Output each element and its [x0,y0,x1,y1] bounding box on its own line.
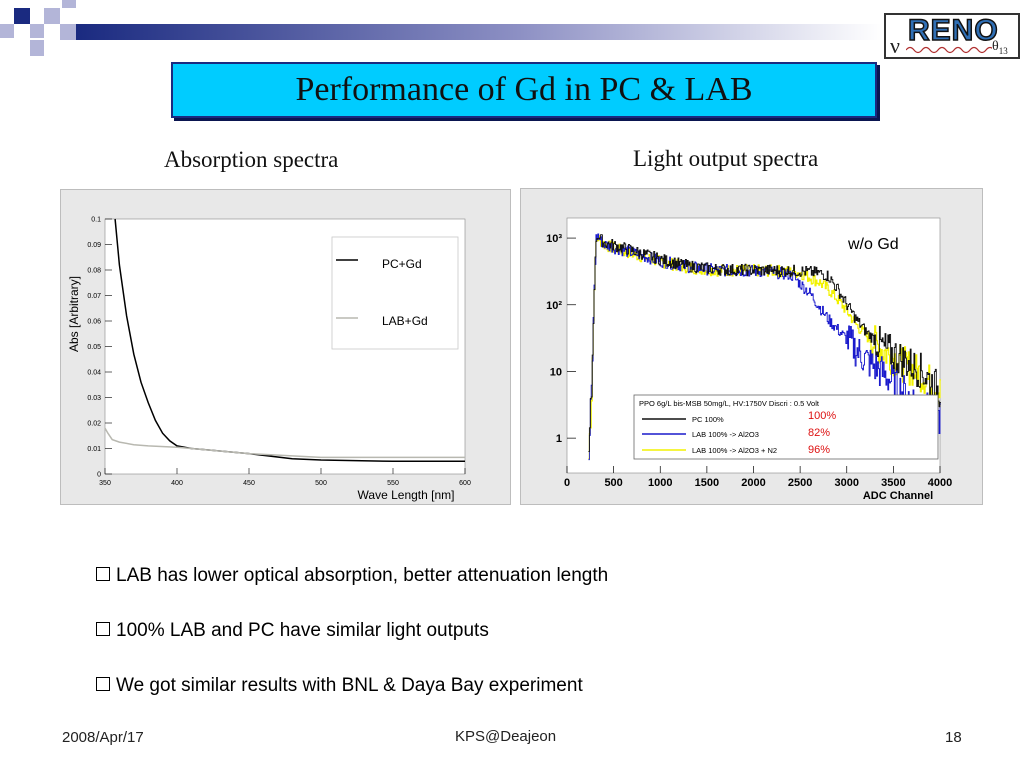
legend-percent-lab-al2o3-n2: 96% [808,444,830,456]
x-tick-label: 2500 [788,477,812,489]
corner-square [62,0,76,8]
y-tick-label: 0.05 [87,344,101,351]
bullet-item: LAB has lower optical absorption, better… [96,565,608,587]
x-tick-label: 500 [315,480,327,487]
logo-text: RENO [907,13,999,48]
x-tick-label: 1500 [695,477,719,489]
footer-center: KPS@Deajeon [455,728,557,745]
legend-label-lab-al2o3-n2: LAB 100% -> Al2O3 + N2 [692,446,777,455]
legend-title: PPO 6g/L bis-MSB 50mg/L, HV:1750V Discri… [639,399,820,408]
hist-pc [588,234,941,453]
legend: PC+Gd LAB+Gd [331,236,459,350]
y-tick-label: 0 [97,472,101,479]
checkbox-icon [96,677,110,691]
x-axis-label: ADC Channel [863,490,933,502]
corner-square [44,8,60,24]
y-tick-label: 0.1 [91,217,101,224]
x-tick-label: 4000 [928,477,952,489]
y-tick-label: 0.06 [87,319,101,326]
y-tick-label: 10² [546,300,562,312]
legend-label-pc: PC 100% [692,415,724,424]
y-tick-label: 0.09 [87,242,101,249]
header-gradient-bar [76,24,882,40]
footer-date: 2008/Apr/17 [62,729,144,746]
y-axis-label: Abs [Arbitrary] [67,276,81,352]
corner-decoration [0,0,76,56]
corner-square [60,24,76,40]
left-subtitle: Absorption spectra [164,147,339,172]
y-tick-label: 1 [556,433,562,445]
annotation-wo-gd: w/o Gd [847,236,899,253]
logo-nu: ν [890,33,900,58]
y-tick-label: 10 [550,366,562,378]
slide-title: Performance of Gd in PC & LAB [295,71,753,108]
x-tick-label: 550 [387,480,399,487]
legend-percent-pc: 100% [808,410,836,422]
legend-percent-lab-al2o3: 82% [808,427,830,439]
series-line-pc [114,218,465,463]
y-tick-label: 0.02 [87,421,101,428]
legend-label-pc: PC+Gd [382,257,422,271]
light-output-chart: 0 500 1000 1500 2000 2500 3000 3500 4000 1 10 10² 10… [520,188,983,505]
checkbox-icon [96,567,110,581]
legend-label-lab: LAB+Gd [382,314,428,328]
bullet-item: 100% LAB and PC have similar light outpu… [96,620,489,642]
x-tick-label: 500 [604,477,622,489]
corner-square [14,8,30,24]
corner-square [30,40,44,56]
corner-square [0,24,14,38]
x-tick-label: 3000 [835,477,859,489]
x-tick-label: 400 [171,480,183,487]
logo-wave-icon [906,46,992,54]
series-line-lab [104,427,465,459]
x-tick-label: 3500 [881,477,905,489]
x-tick-label: 600 [459,480,471,487]
legend-label-lab-al2o3: LAB 100% -> Al2O3 [692,430,759,439]
x-tick-label: 450 [243,480,255,487]
y-tick-label: 0.01 [87,446,101,453]
absorption-chart: 350 400 450 500 550 600 0 0.01 0.02 0.03 0.04 0.05 0… [60,189,511,505]
legend: PPO 6g/L bis-MSB 50mg/L, HV:1750V Discri… [633,394,939,460]
y-tick-label: 10³ [546,233,562,245]
logo-theta: θ13 [992,39,1008,56]
page-number: 18 [945,729,962,746]
x-axis-label: Wave Length [nm] [358,488,455,502]
bullet-item: We got similar results with BNL & Daya B… [96,675,583,697]
right-subtitle: Light output spectra [633,146,819,171]
checkbox-icon [96,622,110,636]
reno-logo: ν RENO θ13 [884,13,1020,59]
corner-square [30,24,44,38]
y-tick-label: 0.08 [87,268,101,275]
title-box: Performance of Gd in PC & LAB [171,62,877,118]
x-tick-label: 2000 [741,477,765,489]
y-tick-label: 0.03 [87,395,101,402]
x-tick-label: 350 [99,480,111,487]
x-tick-label: 0 [564,477,570,489]
y-tick-label: 0.07 [87,293,101,300]
x-tick-label: 1000 [648,477,672,489]
y-tick-label: 0.04 [87,370,101,377]
